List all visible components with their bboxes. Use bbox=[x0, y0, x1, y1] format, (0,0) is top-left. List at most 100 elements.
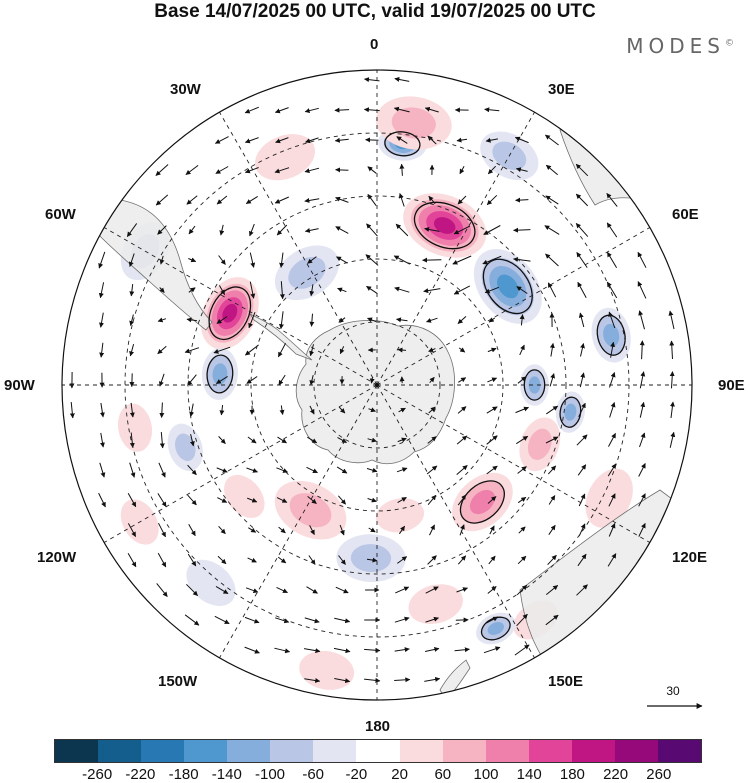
wind-vector-arrow bbox=[98, 282, 105, 299]
wind-vector-arrow bbox=[578, 493, 586, 507]
negative-anomaly-shade bbox=[528, 376, 541, 394]
lon-label-90w: 90W bbox=[4, 377, 35, 394]
wind-vector-arrow bbox=[249, 252, 256, 268]
wind-vector-arrow bbox=[335, 226, 349, 234]
brand-mark: © bbox=[725, 38, 734, 49]
wind-vector-arrow bbox=[516, 613, 528, 627]
wind-vector-arrow bbox=[187, 494, 197, 506]
wind-vector-arrow bbox=[456, 137, 468, 143]
wind-vector-arrow bbox=[217, 497, 228, 503]
wind-vector-arrow bbox=[127, 523, 137, 538]
wind-vector-arrow bbox=[369, 376, 375, 384]
wind-vector-arrow bbox=[394, 677, 411, 683]
wind-vector-arrow bbox=[486, 465, 498, 475]
colorbar-swatch bbox=[614, 740, 658, 762]
wind-vector-arrow bbox=[456, 435, 468, 445]
wind-vector-arrow bbox=[159, 287, 165, 293]
wind-vector-arrow bbox=[309, 374, 315, 386]
wind-vector-arrow bbox=[669, 401, 675, 419]
wind-vector-arrow bbox=[219, 405, 225, 416]
wind-vector-arrow bbox=[277, 436, 287, 444]
positive-anomaly-shade bbox=[222, 303, 238, 323]
wind-vector-arrow bbox=[513, 256, 531, 262]
wind-vector-arrow bbox=[456, 465, 468, 475]
wind-vector-arrow bbox=[669, 371, 675, 389]
wind-vector-arrow bbox=[516, 286, 528, 294]
wind-vector-arrow bbox=[335, 196, 349, 203]
wind-vector-arrow bbox=[395, 223, 409, 237]
wind-vector-arrow bbox=[637, 281, 647, 299]
wind-vector-arrow bbox=[185, 165, 199, 175]
wind-vector-arrow bbox=[156, 583, 168, 597]
wind-vector-arrow bbox=[275, 137, 289, 144]
wind-vector-arrow bbox=[606, 281, 618, 299]
wind-vector-arrow bbox=[549, 342, 555, 357]
lon-label-60e: 60E bbox=[672, 206, 699, 223]
wind-vector-arrow bbox=[274, 647, 291, 654]
wind-vector-arrow bbox=[364, 677, 381, 683]
wind-vector-arrow bbox=[457, 494, 467, 506]
wind-vector-arrow bbox=[515, 406, 529, 414]
wind-vector-arrow bbox=[335, 586, 349, 594]
wind-vector-arrow bbox=[514, 644, 530, 656]
wind-vector-arrow bbox=[606, 222, 618, 238]
wind-vector-arrow bbox=[638, 463, 646, 477]
wind-vector-arrow bbox=[577, 553, 587, 567]
wind-vector-arrow bbox=[214, 615, 230, 625]
wind-vector-arrow bbox=[159, 402, 165, 418]
wind-vector-arrow bbox=[517, 555, 527, 565]
wind-vector-arrow bbox=[575, 223, 589, 237]
wind-vector-arrow bbox=[394, 286, 410, 293]
wind-vector-arrow bbox=[98, 251, 106, 269]
wind-vector-arrow bbox=[275, 617, 290, 624]
wind-vector-arrow bbox=[274, 107, 289, 114]
wind-vector-arrow bbox=[638, 522, 646, 537]
positive-anomaly-shade bbox=[254, 134, 316, 181]
wind-vector-arrow bbox=[304, 678, 321, 683]
wind-vector-arrow bbox=[608, 493, 616, 507]
wind-vector-arrow bbox=[365, 254, 379, 266]
wind-vector-arrow bbox=[457, 316, 467, 324]
wind-vector-arrow bbox=[304, 167, 320, 174]
wind-vector-arrow bbox=[576, 584, 588, 596]
lon-label-90e: 90E bbox=[718, 377, 745, 394]
wind-vector-arrow bbox=[428, 195, 436, 205]
wind-vector-arrow bbox=[459, 166, 465, 175]
anomaly-contour bbox=[459, 480, 505, 524]
wind-vector-arrow bbox=[639, 401, 646, 418]
wind-vector-arrow bbox=[157, 317, 167, 323]
wind-vector-arrow bbox=[429, 524, 435, 536]
wind-vector-arrow bbox=[158, 373, 165, 387]
wind-vector-arrow bbox=[637, 251, 647, 268]
wind-vector-arrow bbox=[544, 225, 560, 235]
positive-anomaly-shade bbox=[408, 584, 463, 624]
lon-label-120e: 120E bbox=[672, 549, 708, 566]
wind-vector-arrow bbox=[248, 527, 257, 533]
wind-vector-arrow bbox=[338, 555, 346, 565]
wind-vector-arrow bbox=[517, 496, 527, 504]
wind-vector-arrow bbox=[155, 164, 169, 176]
wind-vector-arrow bbox=[546, 405, 559, 415]
wind-vector-arrow bbox=[424, 676, 441, 682]
wind-vector-layer bbox=[69, 77, 676, 684]
wind-vector-arrow bbox=[213, 346, 231, 354]
wind-vector-arrow bbox=[484, 286, 499, 294]
latitude-circle bbox=[250, 258, 504, 512]
wind-vector-arrow bbox=[188, 257, 197, 263]
anomaly-contour bbox=[480, 616, 511, 641]
colorbar-swatch bbox=[227, 740, 271, 762]
wind-vector-arrow bbox=[215, 585, 229, 595]
anomaly-contour bbox=[482, 258, 533, 315]
wind-vector-arrow bbox=[367, 497, 377, 503]
colorbar-swatch bbox=[184, 740, 228, 762]
wind-vector-arrow bbox=[244, 167, 259, 174]
wind-vector-arrow bbox=[545, 195, 559, 205]
positive-anomaly-shade bbox=[527, 428, 552, 460]
positive-anomaly-shade bbox=[375, 498, 425, 533]
wind-vector-arrow bbox=[547, 554, 557, 566]
wind-vector-arrow bbox=[186, 195, 198, 205]
wind-vector-arrow bbox=[244, 106, 259, 114]
wind-vector-arrow bbox=[338, 495, 346, 505]
wind-vector-arrow bbox=[99, 402, 105, 418]
